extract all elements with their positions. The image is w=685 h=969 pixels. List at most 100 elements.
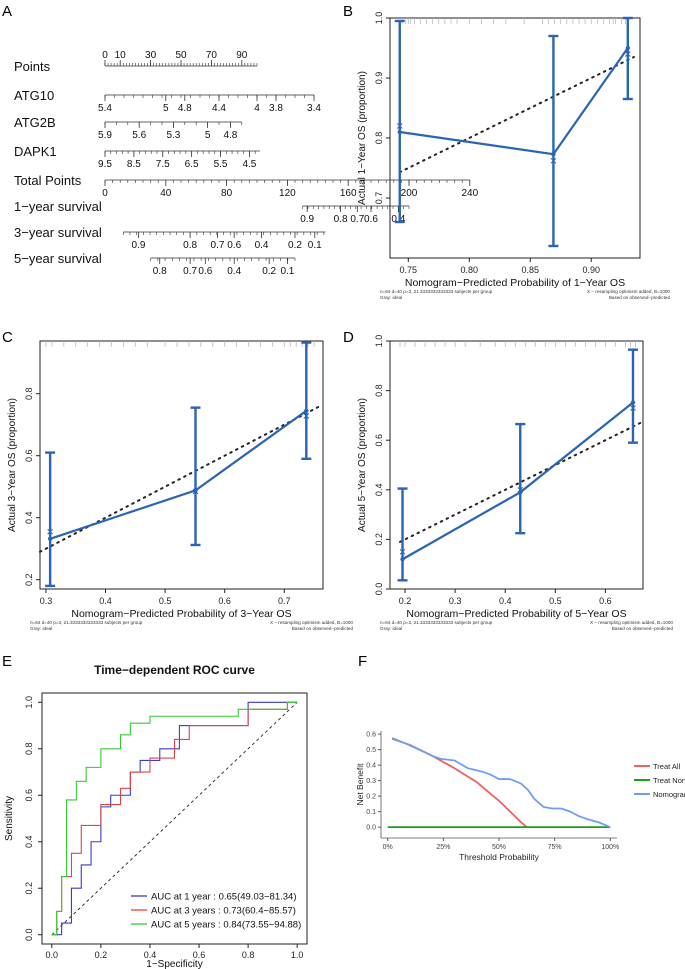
footnote-left: Gray: ideal	[380, 626, 402, 631]
nomogram-tick-label: 70	[206, 50, 218, 61]
observed-point	[625, 45, 631, 51]
nomogram-tick-label: 0.8	[153, 266, 167, 277]
chart-title: Time−dependent ROC curve	[94, 663, 255, 677]
x-tick-label: 0.2	[399, 596, 412, 606]
x-tick-label: 75%	[548, 844, 562, 851]
y-tick-label: 0.5	[366, 747, 376, 754]
x-tick-label: 0.7	[278, 596, 291, 606]
nomogram-tick-label: 0.4	[255, 240, 269, 251]
nomogram-tick-label: 0.8	[334, 214, 348, 225]
nomogram-tick-label: 50	[175, 50, 187, 61]
roc-curve-panel: Time−dependent ROC curve 0.0 0.0 0.2 0.2 0.4 0…	[4, 663, 308, 969]
y-tick-label: 0.4	[24, 511, 34, 524]
nomogram-tick-label: 5	[205, 130, 211, 141]
y-tick-label: 0.2	[366, 794, 376, 801]
observed-point	[630, 400, 636, 405]
x-tick-label: 0.0	[46, 950, 59, 960]
x-tick-label: 0.5	[549, 596, 562, 606]
observed-point	[400, 557, 405, 562]
decision-curve-panel: 0% 25% 50% 75% 100% 0.0 0.1 0.2 0.3 0.4 0.5 0.6 Trea…	[355, 731, 685, 862]
net-benefit-series	[391, 737, 611, 828]
y-tick-label: 0.4	[366, 763, 376, 770]
calibration-line	[399, 47, 629, 156]
nomogram-tick-label: 0	[102, 50, 108, 61]
nomogram-tick-label: 10	[115, 50, 127, 61]
x-tick-label: 0.4	[499, 596, 512, 606]
y-tick-label: 0.9	[374, 72, 384, 85]
x-tick-label: 0.4	[99, 596, 112, 606]
footnote-right: X − resampling optimism added, B=1000	[270, 620, 353, 625]
observed-point	[193, 488, 198, 493]
y-tick-label: 0.8	[374, 384, 384, 397]
nomogram-tick-label: 160	[340, 188, 357, 199]
footnote-left: Gray: ideal	[30, 626, 52, 631]
plot-frame	[41, 692, 308, 945]
x-tick-label: 0.4	[144, 950, 157, 960]
y-tick-label: 0.2	[374, 533, 384, 546]
x-axis-label: Nomogram−Predicted Probability of 5−Year…	[406, 608, 626, 620]
nomogram-tick-label: 0.1	[308, 240, 322, 251]
y-axis-label: Actual 5−Year OS (proportion)	[357, 398, 368, 532]
legend-entry: AUC at 5 years : 0.84(73.55−94.88)	[151, 920, 301, 931]
y-tick-label: 0.8	[24, 387, 34, 400]
y-tick-label: 1.0	[374, 335, 384, 348]
x-tick-label: 0.85	[521, 265, 539, 275]
plot-frame	[389, 17, 641, 259]
panel-label-d: D	[343, 329, 354, 346]
bias-corrected-marker	[517, 486, 524, 493]
nomogram-row-label: ATG10	[14, 88, 54, 103]
nomogram-tick-label: 5.4	[98, 103, 112, 114]
x-axis-label: Nomogram−Predicted Probability of 1−Year…	[405, 277, 625, 289]
y-tick-label: 0.3	[366, 778, 376, 785]
bias-corrected-marker	[624, 51, 631, 57]
nomogram-row-label: 1−year survival	[14, 199, 102, 214]
nomogram-tick-label: 40	[160, 188, 172, 199]
y-axis-label: Actual 3−Year OS (proportion)	[7, 398, 18, 532]
nomogram-tick-label: 0.1	[280, 266, 294, 277]
panel-label-f: F	[358, 653, 367, 670]
y-axis-label: Net Benefit	[355, 763, 365, 806]
panel-label-c: C	[2, 329, 13, 346]
nomogram-tick-label: 0	[102, 188, 108, 199]
nomogram-tick-label: 4.5	[242, 159, 256, 170]
x-tick-label: 0%	[383, 844, 393, 851]
nomogram-tick-label: 5.6	[132, 130, 146, 141]
nomogram-tick-label: 0.9	[131, 240, 145, 251]
nomogram-tick-label: 80	[221, 188, 233, 199]
nomogram-row-label: 5−year survival	[14, 251, 102, 266]
plot-frame	[39, 340, 324, 590]
y-tick-label: 0.4	[24, 835, 34, 848]
legend-entry: Nomogram	[653, 790, 685, 799]
nomogram-tick-label: 5	[163, 103, 169, 114]
y-tick-label: 0.4	[374, 484, 384, 497]
nomogram-tick-label: 0.7	[183, 266, 197, 277]
x-tick-label: 25%	[436, 844, 450, 851]
nomogram-tick-label: 3.4	[307, 103, 321, 114]
footnote-left: n=64 d=40 p=3, 21.3333333333333 subjects…	[380, 620, 493, 625]
x-tick-label: 0.3	[40, 596, 53, 606]
footnote-left: Gray: ideal	[380, 295, 402, 300]
ideal-reference-line	[399, 421, 642, 543]
nomogram-tick-label: 0.8	[183, 240, 197, 251]
y-tick-label: 0.6	[366, 732, 376, 739]
x-tick-label: 0.3	[449, 596, 462, 606]
y-tick-label: 0.2	[24, 882, 34, 895]
nomogram-tick-label: 0.2	[262, 266, 276, 277]
nomogram-tick-label: 3.8	[269, 103, 283, 114]
footnote-right: X − resampling optimism added, B=1000	[590, 620, 673, 625]
x-tick-label: 1.0	[291, 950, 304, 960]
nomogram-tick-label: 5.3	[166, 130, 180, 141]
legend-entry: AUC at 1 year : 0.65(49.03−81.34)	[151, 892, 297, 903]
ideal-reference-line	[398, 56, 635, 174]
nomogram-tick-label: 5.9	[98, 130, 112, 141]
nomogram-tick-label: 90	[236, 50, 248, 61]
nomogram-tick-label: 9.5	[98, 159, 112, 170]
nomogram-row-label: Total Points	[14, 173, 82, 188]
observed-point	[397, 129, 402, 135]
x-tick-label: 0.75	[400, 265, 418, 275]
bias-corrected-marker	[192, 488, 199, 495]
x-tick-label: 0.6	[193, 950, 206, 960]
x-tick-label: 0.6	[218, 596, 231, 606]
